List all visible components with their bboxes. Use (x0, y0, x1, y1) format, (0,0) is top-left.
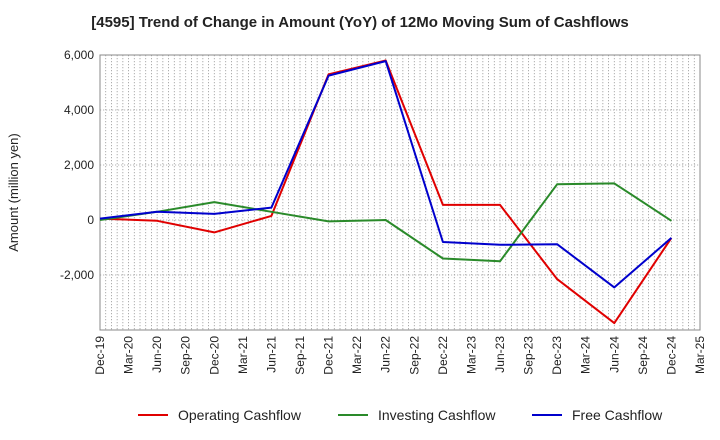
x-tick-label: Dec-22 (436, 336, 450, 375)
series-line-free-cashflow (99, 60, 673, 289)
x-tick-label: Sep-20 (179, 336, 193, 375)
series-line-investing-cashflow (99, 182, 672, 263)
y-tick-label: 0 (87, 213, 94, 227)
plot-frame (99, 54, 701, 331)
x-tick-label: Sep-23 (522, 336, 536, 375)
x-tick-labels: Dec-19 Mar-20 Jun-20 Sep-20 Dec-20 Mar-21 Jun-… (93, 336, 707, 375)
y-tick-labels: -2,000 0 2,000 4,000 6,000 (60, 48, 94, 282)
x-tick-label: Jun-23 (493, 336, 507, 373)
x-tick-label: Jun-22 (379, 336, 393, 373)
legend-label-free-cashflow: Free Cashflow (572, 407, 663, 423)
x-tick-label: Mar-20 (122, 336, 136, 374)
y-axis-title: Amount (million yen) (6, 133, 21, 252)
x-tick-label: Mar-24 (579, 336, 593, 374)
grid-layer (99, 54, 701, 330)
y-tick-label: 6,000 (64, 48, 94, 62)
series-layer (99, 59, 673, 325)
legend: Operating Cashflow Investing Cashflow Free… (138, 407, 663, 423)
x-tick-label: Sep-22 (407, 336, 421, 375)
y-tick-label: 2,000 (64, 158, 94, 172)
x-tick-label: Mar-25 (693, 336, 707, 374)
x-tick-label: Jun-24 (607, 336, 621, 373)
x-tick-label: Dec-21 (322, 336, 336, 375)
x-tick-label: Dec-20 (207, 336, 221, 375)
x-tick-label: Mar-21 (236, 336, 250, 374)
x-tick-label: Dec-19 (93, 336, 107, 375)
x-tick-label: Mar-23 (464, 336, 478, 374)
legend-label-operating-cashflow: Operating Cashflow (178, 407, 302, 423)
x-tick-label: Jun-21 (264, 336, 278, 373)
x-tick-label: Sep-21 (293, 336, 307, 375)
x-tick-label: Jun-20 (150, 336, 164, 373)
x-tick-label: Mar-22 (350, 336, 364, 374)
x-tick-label: Dec-23 (550, 336, 564, 375)
chart-title: [4595] Trend of Change in Amount (YoY) o… (91, 14, 629, 31)
x-tick-label: Sep-24 (636, 336, 650, 375)
y-tick-label: -2,000 (60, 268, 94, 282)
y-tick-label: 4,000 (64, 103, 94, 117)
legend-label-investing-cashflow: Investing Cashflow (378, 407, 496, 423)
x-tick-label: Dec-24 (664, 336, 678, 375)
